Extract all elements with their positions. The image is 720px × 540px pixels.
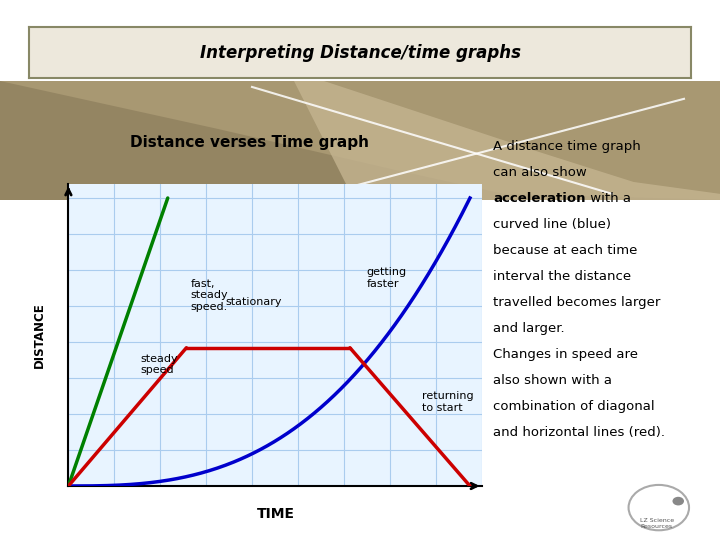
Polygon shape (0, 81, 720, 212)
Polygon shape (0, 81, 720, 200)
Text: Interpreting Distance/time graphs: Interpreting Distance/time graphs (199, 44, 521, 62)
Text: curved line (blue): curved line (blue) (493, 218, 611, 231)
Text: Changes in speed are: Changes in speed are (493, 348, 638, 361)
Text: can also show: can also show (493, 166, 587, 179)
Text: DISTANCE: DISTANCE (33, 302, 46, 368)
Text: because at each time: because at each time (493, 244, 638, 257)
Text: TIME: TIME (256, 507, 294, 521)
Text: stationary: stationary (226, 298, 282, 307)
Text: and horizontal lines (red).: and horizontal lines (red). (493, 426, 665, 438)
Text: LZ Science
Resources: LZ Science Resources (639, 518, 674, 529)
Circle shape (672, 497, 684, 505)
Text: with a: with a (585, 192, 631, 205)
Text: also shown with a: also shown with a (493, 374, 612, 387)
Text: and larger.: and larger. (493, 322, 564, 335)
Text: returning
to start: returning to start (423, 391, 474, 413)
Text: steady
speed: steady speed (141, 354, 179, 375)
Text: acceleration: acceleration (493, 192, 585, 205)
Polygon shape (288, 69, 720, 212)
Text: combination of diagonal: combination of diagonal (493, 400, 654, 413)
Text: Distance verses Time graph: Distance verses Time graph (130, 136, 369, 150)
Text: travelled becomes larger: travelled becomes larger (493, 296, 660, 309)
Text: A distance time graph: A distance time graph (493, 140, 641, 153)
Text: getting
faster: getting faster (366, 267, 407, 289)
Text: fast,
steady
speed.: fast, steady speed. (191, 279, 228, 312)
Text: interval the distance: interval the distance (493, 270, 631, 283)
